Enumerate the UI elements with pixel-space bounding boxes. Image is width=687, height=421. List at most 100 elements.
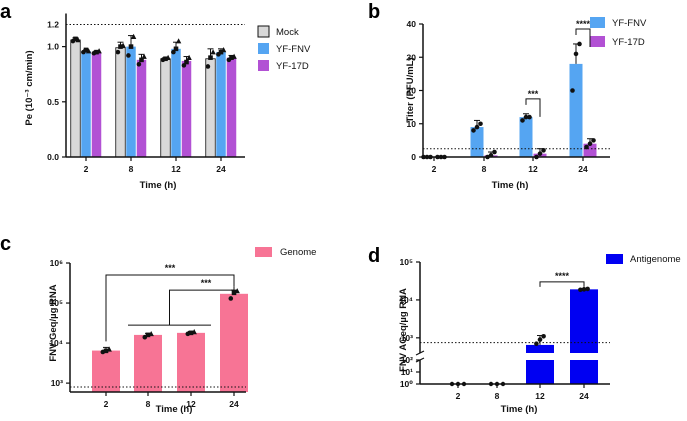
panel-label-d: d: [368, 245, 380, 267]
x-tick-label-d-24: 24: [579, 391, 589, 401]
bar-a-YF-FNV-24: [216, 52, 226, 158]
point-b-YF-FNV-12-1: [523, 114, 529, 120]
x-tick-label-b-8: 8: [482, 164, 487, 174]
legend-swatch-mock: [257, 25, 270, 38]
point-a-Mock-24-2: [210, 49, 216, 55]
point-b-YF-17D-24-2: [591, 138, 596, 143]
x-tick-label-c-8: 8: [146, 399, 151, 409]
point-a-YF-FNV-2-2: [85, 48, 92, 54]
point-a-Mock-12-2: [165, 54, 171, 60]
sig-bracket-c-1: [169, 286, 235, 326]
chart-a: 0.0 0.5 1.0 1.2 2 8 12 24: [47, 13, 245, 174]
axis-break-d-bottom: [415, 357, 425, 363]
y-tick-label-b-1: 10: [407, 119, 417, 129]
axis-break-d-top: [415, 350, 425, 356]
legend-17d: YF-17D: [276, 61, 309, 72]
point-c-12-2: [191, 329, 197, 335]
chart-d: 10³ 10⁴ 10⁵ 10⁰ 10¹ 10² 2 8 12 24 ****: [399, 257, 610, 401]
xlabel-b: Time (h): [492, 180, 529, 191]
x-tick-label-c-12: 12: [186, 399, 196, 409]
bar-b-YF-FNV-8: [470, 127, 484, 157]
bar-d-lower-24: [570, 360, 598, 384]
y-tick-label-b-3: 30: [407, 52, 417, 62]
y-tick-label-c-1: 10⁴: [49, 338, 63, 348]
xlabel-a: Time (h): [140, 180, 177, 191]
y-tick-label-b-2: 20: [407, 86, 417, 96]
legend-swatch-17d: [258, 60, 269, 71]
point-d-24-2: [585, 286, 590, 292]
bar-a-YF-17D-8: [136, 59, 147, 157]
legend-17d-b: YF-17D: [612, 37, 645, 48]
y-tick-label-d-lower-0: 10⁰: [400, 379, 413, 389]
legend-fnv: YF-FNV: [276, 44, 311, 55]
point-d-24-0: [578, 287, 583, 293]
bar-a-Mock-24: [205, 58, 216, 158]
x-tick-label-c-24: 24: [229, 399, 239, 409]
point-a-Mock-2-1: [73, 36, 78, 42]
sig-label-c-0: ***: [165, 263, 176, 273]
y-tick-label-a-2: 1.0: [47, 42, 59, 52]
y-tick-label-d-lower-1: 10¹: [401, 367, 413, 377]
bar-a-YF-FNV-8: [126, 46, 136, 157]
x-tick-label-d-8: 8: [495, 391, 500, 401]
point-a-YF-FNV-8-2: [130, 33, 137, 39]
legend-genome: Genome: [280, 247, 316, 258]
bar-d-upper-24: [570, 289, 598, 353]
reference-label-a: 1.2: [47, 20, 59, 30]
sig-bracket-d-0: [539, 281, 585, 287]
point-b-YF-FNV-24-0: [570, 88, 575, 93]
y-tick-label-c-3: 10⁶: [50, 258, 63, 268]
y-tick-label-b-0: 0: [411, 152, 416, 162]
y-tick-label-c-0: 10³: [51, 378, 63, 388]
point-a-YF-17D-12-2: [186, 54, 192, 60]
point-a-Mock-2-2: [75, 37, 81, 43]
point-b-YF-17D-24-1: [587, 141, 593, 146]
point-a-YF-17D-24-1: [229, 55, 234, 60]
point-c-2-2: [106, 346, 112, 352]
bar-a-YF-17D-2: [91, 52, 102, 158]
point-a-YF-FNV-12-1: [173, 46, 179, 52]
point-b-YF-17D-12-2: [541, 148, 546, 153]
bar-c-8: [134, 334, 162, 392]
bar-c-24: [220, 293, 248, 392]
panel-label-c: c: [0, 233, 11, 255]
x-tick-label-a-2: 2: [84, 164, 89, 174]
ylabel-c: FNV Geq/µg RNA: [48, 284, 59, 361]
point-b-YF-FNV-8-2: [478, 121, 483, 127]
point-a-YF-17D-2-1: [94, 49, 99, 55]
chart-c: 10³ 10⁴ 10⁵ 10⁶ 2 8 12 24 *** ***: [49, 258, 248, 409]
y-tick-label-a-1: 0.5: [47, 97, 59, 107]
sig-label-b-0: ***: [528, 89, 539, 99]
y-tick-label-d-upper-0: 10³: [401, 333, 413, 343]
bar-a-YF-17D-24: [226, 57, 237, 157]
bar-a-Mock-2: [70, 39, 81, 158]
panel-label-b: b: [368, 1, 380, 23]
panel-label-a: a: [0, 1, 12, 23]
xlabel-d: Time (h): [501, 404, 538, 415]
x-tick-label-b-12: 12: [528, 164, 538, 174]
point-c-8-1: [145, 332, 151, 338]
point-a-Mock-24-0: [205, 64, 211, 69]
sig-bracket-c-0: [105, 274, 235, 342]
point-b-YF-17D-24-0: [584, 144, 589, 150]
point-a-Mock-8-2: [120, 42, 126, 48]
x-tick-label-b-2: 2: [432, 164, 437, 174]
legend-antigenome: Antigenome: [630, 254, 681, 265]
legend-swatch-fnv-b: [590, 17, 605, 28]
ylabel-a: Pe (10⁻³ cm/min): [24, 50, 35, 125]
point-d-12-0: [534, 341, 539, 347]
point-a-Mock-12-1: [163, 56, 168, 62]
y-tick-label-d-upper-2: 10⁵: [400, 257, 413, 267]
sig-label-c-1: ***: [201, 278, 212, 288]
bar-d-upper-12: [526, 344, 554, 353]
point-b-YF-FNV-8-1: [474, 124, 480, 130]
x-tick-label-d-2: 2: [456, 391, 461, 401]
bar-b-YF-FNV-12: [519, 117, 533, 157]
x-tick-label-d-12: 12: [535, 391, 545, 401]
point-b-YF-17D-8-2: [492, 149, 497, 155]
point-a-YF-FNV-24-2: [220, 47, 227, 53]
point-c-2-1: [103, 348, 109, 354]
sig-bracket-b-1: [575, 28, 591, 47]
point-a-YF-17D-8-1: [139, 57, 144, 63]
